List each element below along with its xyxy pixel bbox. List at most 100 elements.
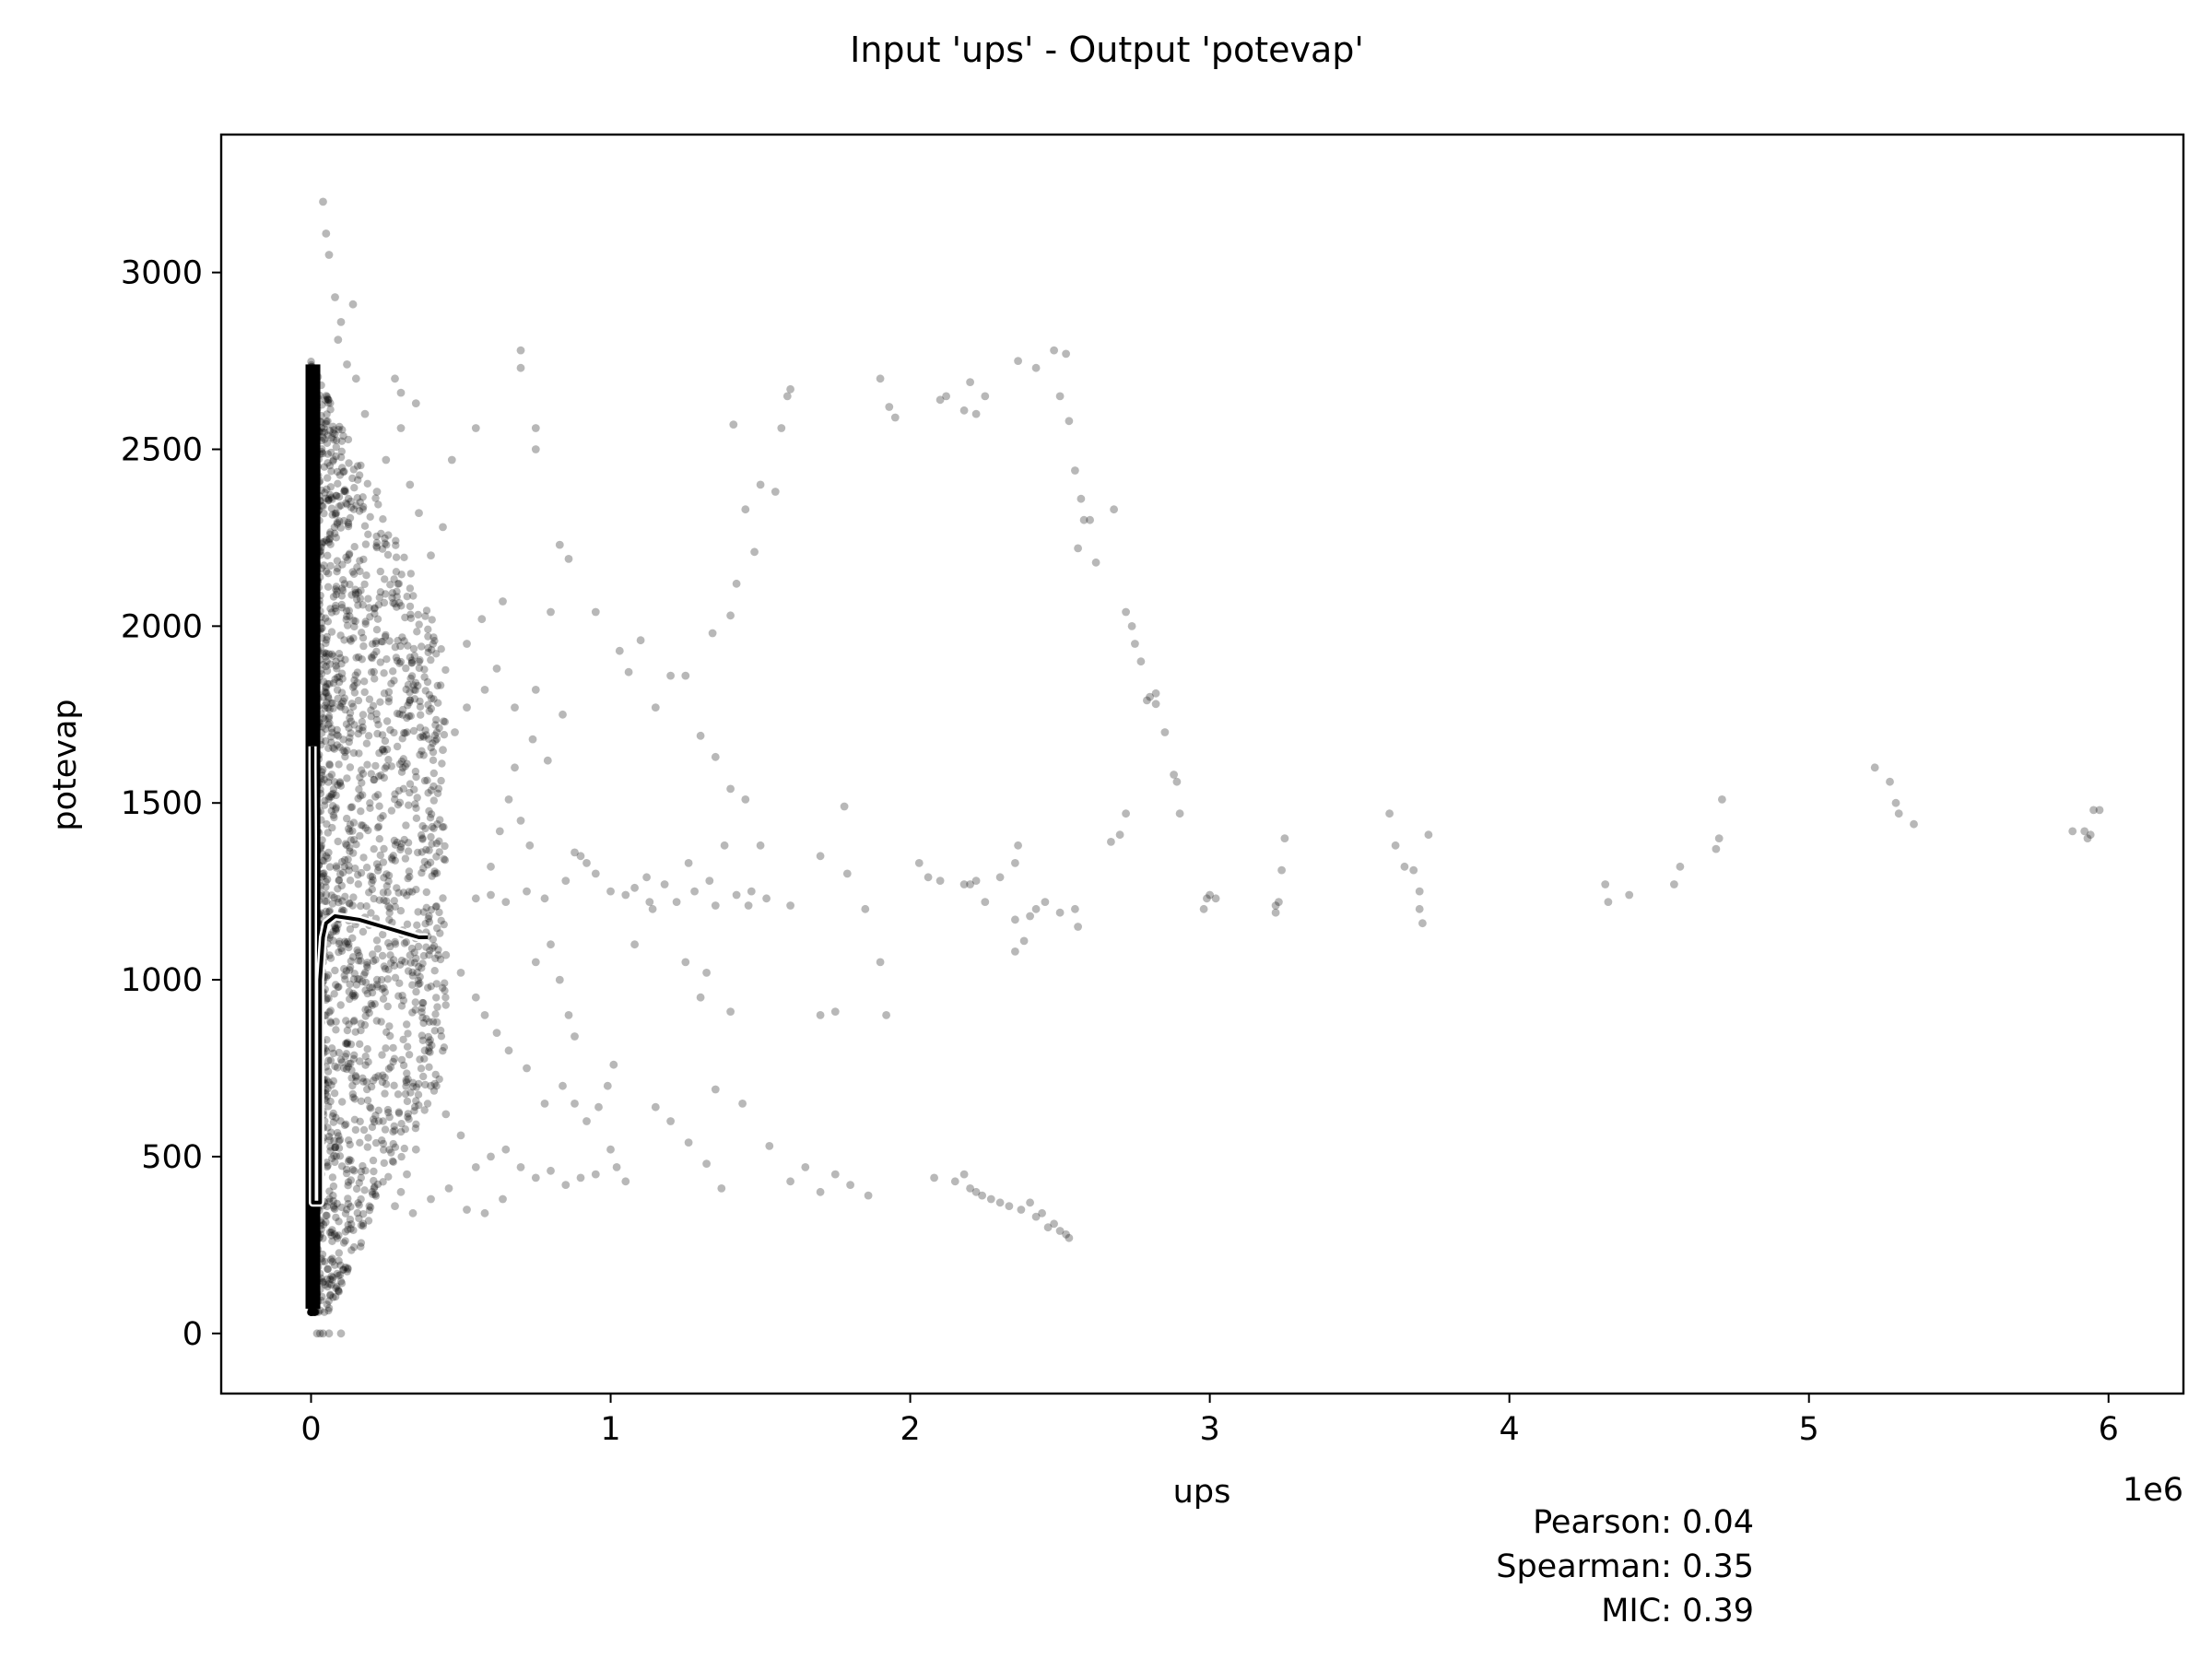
scatter-point	[345, 459, 353, 467]
scatter-point	[350, 1051, 359, 1060]
scatter-point	[395, 979, 404, 988]
scatter-point	[511, 703, 519, 712]
scatter-point	[307, 1308, 315, 1316]
scatter-point	[370, 1176, 378, 1185]
scatter-point	[741, 505, 750, 514]
scatter-point	[324, 474, 332, 482]
scatter-point	[381, 1089, 389, 1098]
scatter-point	[594, 1102, 603, 1112]
scatter-point	[418, 642, 426, 651]
scatter-point	[415, 1079, 423, 1088]
scatter-point	[330, 523, 339, 532]
scatter-point	[339, 576, 347, 584]
scatter-point	[2089, 806, 2098, 815]
scatter-point	[1071, 904, 1079, 913]
scatter-point	[547, 940, 555, 949]
scatter-point	[325, 705, 334, 713]
scatter-point	[335, 947, 343, 957]
scatter-point	[409, 726, 418, 735]
scatter-point	[351, 991, 359, 1000]
scatter-point	[375, 594, 383, 602]
scatter-point	[427, 744, 435, 752]
scatter-point	[409, 681, 418, 689]
scatter-point	[381, 965, 390, 973]
scatter-point	[369, 701, 378, 710]
scatter-point	[332, 1284, 340, 1292]
scatter-point	[382, 762, 391, 771]
scatter-point	[391, 973, 400, 982]
scatter-point	[971, 409, 981, 418]
scatter-point	[349, 836, 359, 844]
scatter-point	[966, 378, 974, 386]
scatter-point	[322, 494, 330, 503]
scatter-point	[319, 449, 327, 458]
scatter-point	[339, 467, 347, 477]
scatter-point	[340, 971, 348, 980]
scatter-point	[419, 1072, 428, 1081]
scatter-point	[360, 688, 369, 697]
scatter-point	[321, 1280, 329, 1289]
scatter-point	[444, 1184, 453, 1193]
scatter-point	[346, 827, 354, 836]
scatter-point	[345, 606, 353, 615]
scatter-point	[471, 894, 480, 903]
scatter-point	[345, 724, 353, 732]
scatter-point	[347, 1225, 355, 1233]
scatter-point	[370, 651, 378, 659]
scatter-point	[1391, 841, 1400, 850]
scatter-point	[406, 788, 414, 797]
scatter-point	[434, 946, 442, 954]
scatter-point	[329, 455, 338, 464]
scatter-point	[380, 844, 388, 853]
scatter-point	[390, 1081, 398, 1090]
scatter-point	[1041, 898, 1050, 906]
scatter-point	[324, 908, 334, 916]
scatter-point	[367, 909, 375, 917]
scatter-point	[377, 1018, 385, 1026]
scatter-point	[353, 494, 361, 502]
scatter-point	[384, 1108, 393, 1117]
scatter-point	[330, 1136, 338, 1146]
scatter-point	[606, 1145, 615, 1154]
scatter-point	[1043, 1223, 1053, 1232]
scatter-point	[571, 1100, 579, 1108]
scatter-point	[1277, 865, 1286, 875]
scatter-point	[414, 848, 422, 857]
scatter-point	[396, 843, 406, 852]
scatter-point	[364, 732, 373, 740]
scatter-point	[1050, 346, 1058, 355]
scatter-point	[344, 556, 352, 564]
scatter-point	[327, 1272, 335, 1280]
scatter-point	[346, 994, 354, 1004]
scatter-point	[318, 856, 327, 865]
scatter-point	[432, 869, 441, 877]
scatter-point	[416, 733, 425, 742]
scatter-point	[406, 480, 415, 489]
scatter-point	[1086, 515, 1094, 524]
scatter-point	[441, 665, 450, 675]
scatter-point	[385, 904, 394, 912]
scatter-point	[344, 1178, 353, 1186]
scatter-point	[419, 733, 428, 741]
scatter-point	[372, 538, 382, 547]
scatter-point	[1014, 841, 1022, 850]
scatter-point	[547, 1166, 555, 1175]
scatter-point	[355, 471, 364, 479]
scatter-point	[335, 426, 343, 434]
pearson-stat: Pearson: 0.04	[1533, 1504, 1754, 1541]
scatter-point	[337, 1162, 347, 1171]
scatter-point	[401, 613, 409, 622]
scatter-point	[407, 944, 417, 953]
scatter-point	[327, 608, 336, 617]
scatter-point	[379, 994, 388, 1004]
scatter-point	[387, 679, 395, 688]
scatter-point	[337, 447, 346, 455]
scatter-point	[333, 1064, 342, 1072]
scatter-point	[353, 668, 362, 677]
scatter-point	[341, 747, 349, 757]
scatter-point	[420, 673, 429, 681]
scatter-point	[1670, 880, 1678, 888]
scatter-point	[876, 958, 885, 967]
scatter-point	[762, 894, 771, 903]
scatter-point	[363, 1096, 372, 1105]
